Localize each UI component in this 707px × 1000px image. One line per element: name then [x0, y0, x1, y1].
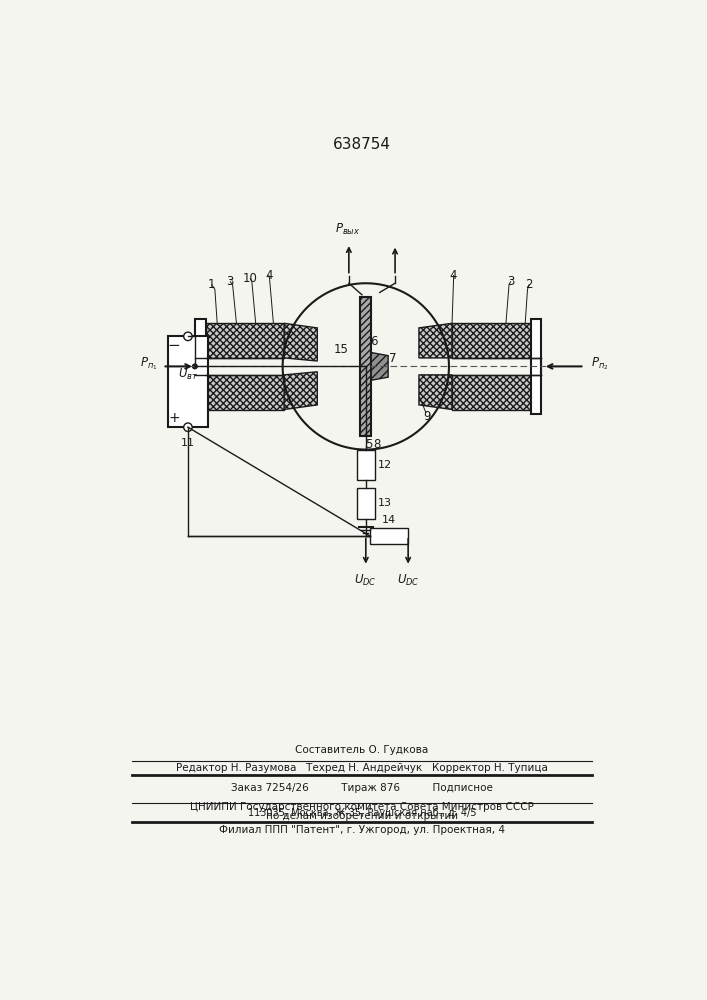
- Polygon shape: [371, 353, 388, 380]
- Text: $P_{вых}$: $P_{вых}$: [334, 222, 360, 237]
- Text: 1: 1: [208, 278, 216, 291]
- Polygon shape: [419, 323, 452, 358]
- Polygon shape: [206, 375, 284, 410]
- Polygon shape: [452, 323, 530, 358]
- Text: 11: 11: [181, 438, 195, 448]
- Polygon shape: [361, 297, 371, 436]
- Bar: [356, 450, 375, 480]
- Text: 113035, Москва, Ж-35, Раушская наб., д. 4/5: 113035, Москва, Ж-35, Раушская наб., д. …: [247, 808, 477, 818]
- Circle shape: [184, 332, 192, 341]
- Text: Составитель О. Гудкова: Составитель О. Гудкова: [296, 745, 428, 755]
- Text: $U_{DC}$: $U_{DC}$: [354, 573, 377, 588]
- Polygon shape: [419, 375, 452, 410]
- Bar: [356, 488, 375, 519]
- Bar: [168, 336, 208, 427]
- Text: $U_{DC}$: $U_{DC}$: [397, 573, 419, 588]
- Text: 3: 3: [227, 275, 234, 288]
- Polygon shape: [284, 372, 317, 410]
- Text: Редактор Н. Разумова   Техред Н. Андрейчук   Корректор Н. Тупица: Редактор Н. Разумова Техред Н. Андрейчук…: [176, 763, 548, 773]
- Text: 6: 6: [370, 335, 378, 348]
- Text: +: +: [168, 411, 180, 425]
- Bar: [370, 528, 408, 544]
- Text: 14: 14: [382, 515, 396, 525]
- Bar: [195, 319, 206, 414]
- Text: 12: 12: [378, 460, 392, 470]
- Circle shape: [192, 364, 197, 369]
- Text: $U_{вт}$: $U_{вт}$: [177, 367, 198, 382]
- Text: 5: 5: [366, 438, 373, 451]
- Text: 15: 15: [334, 343, 349, 356]
- Bar: [530, 319, 542, 414]
- Text: $P_{п_1}$: $P_{п_1}$: [141, 355, 158, 372]
- Text: 9: 9: [423, 410, 431, 423]
- Text: 2: 2: [525, 278, 533, 291]
- Text: по делам изобретений и открытий: по делам изобретений и открытий: [266, 811, 458, 821]
- Text: 10: 10: [243, 272, 258, 285]
- Text: 4: 4: [450, 269, 457, 282]
- Polygon shape: [284, 323, 317, 361]
- Text: 4: 4: [265, 269, 272, 282]
- Text: 3: 3: [507, 275, 514, 288]
- Text: 13: 13: [378, 498, 392, 508]
- Polygon shape: [206, 323, 284, 358]
- Text: 7: 7: [389, 352, 397, 365]
- Text: 638754: 638754: [333, 137, 391, 152]
- Text: −: −: [168, 338, 180, 353]
- Text: ЦНИИПИ Государственного комитета Совета Министров СССР: ЦНИИПИ Государственного комитета Совета …: [190, 802, 534, 812]
- Text: Филиал ППП "Патент", г. Ужгород, ул. Проектная, 4: Филиал ППП "Патент", г. Ужгород, ул. Про…: [219, 825, 505, 835]
- Text: $P_{п_2}$: $P_{п_2}$: [590, 355, 608, 372]
- Text: 8: 8: [373, 438, 381, 451]
- Text: Заказ 7254/26          Тираж 876          Подписное: Заказ 7254/26 Тираж 876 Подписное: [231, 783, 493, 793]
- Circle shape: [184, 423, 192, 431]
- Polygon shape: [452, 375, 530, 410]
